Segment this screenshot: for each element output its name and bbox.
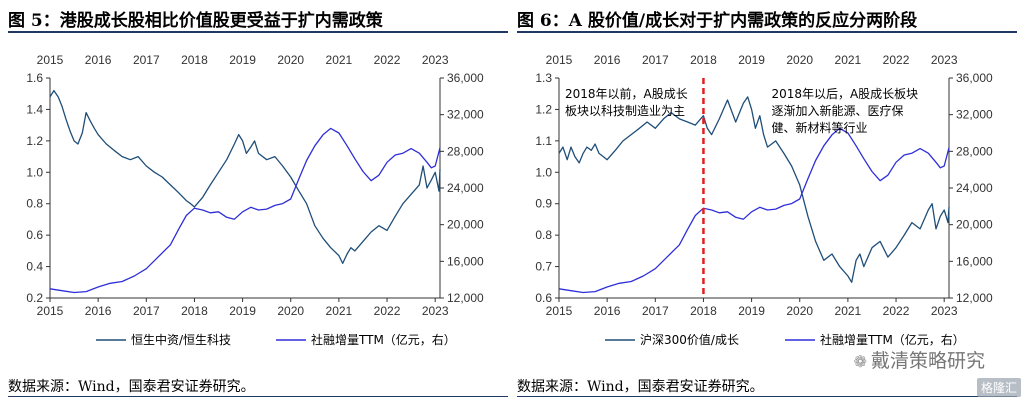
- y-left-tick-label: 0.8: [26, 197, 43, 211]
- x-tick-label: 2022: [883, 304, 910, 318]
- x-tick-label: 2018: [181, 304, 208, 318]
- top-year-label: 2016: [85, 53, 112, 67]
- brand-badge: 格隆汇: [976, 378, 1021, 397]
- top-year-label: 2017: [642, 53, 669, 67]
- top-year-label: 2020: [277, 53, 304, 67]
- top-year-label: 2022: [374, 53, 401, 67]
- annotation-text: 2018年以后，A股成长板块: [771, 87, 918, 101]
- y-right-tick-label: 36,000: [956, 71, 993, 85]
- right-chart-plot: 2015 2015 2016 2016 2017 2017 2018 2018 2019 2019…: [535, 53, 993, 347]
- annotation-text: 逐渐加入新能源、医疗保: [771, 103, 903, 118]
- annotation-text: 健、新材料等行业: [771, 120, 867, 135]
- y-left-tick-label: 1.6: [26, 71, 43, 85]
- right-chart-panel: 图 6：A 股价值/成长对于扩内需政策的反应分两阶段 2015 2015 2016 2…: [517, 0, 1017, 402]
- y-left-tick-label: 0.4: [26, 260, 43, 274]
- x-tick-label: 2021: [326, 304, 353, 318]
- x-tick-label: 2023: [931, 304, 958, 318]
- y-right-tick-label: 28,000: [956, 144, 993, 158]
- top-year-label: 2017: [133, 53, 160, 67]
- x-tick-label: 2018: [690, 304, 717, 318]
- y-left-tick-label: 0.7: [535, 260, 552, 274]
- y-right-tick-label: 32,000: [956, 108, 993, 122]
- y-left-tick-label: 1.3: [535, 71, 552, 85]
- source-note: 数据来源：Wind，国泰君安证券研究。: [517, 379, 764, 395]
- y-right-tick-label: 20,000: [447, 218, 484, 232]
- series-line-2: [558, 127, 950, 294]
- x-tick-label: 2019: [738, 304, 765, 318]
- top-year-label: 2023: [422, 53, 449, 67]
- top-year-label: 2022: [883, 53, 910, 67]
- x-tick-label: 2022: [374, 304, 401, 318]
- y-right-tick-label: 16,000: [447, 254, 484, 268]
- y-right-tick-label: 12,000: [956, 291, 993, 305]
- x-tick-label: 2015: [546, 304, 573, 318]
- title-rule: [8, 31, 508, 33]
- y-right-tick-label: 32,000: [447, 108, 484, 122]
- legend-label-1: 恒生中资/恒生科技: [131, 332, 231, 347]
- y-left-tick-label: 1.2: [535, 102, 552, 116]
- y-right-tick-label: 28,000: [447, 144, 484, 158]
- top-year-label: 2021: [326, 53, 353, 67]
- x-tick-label: 2017: [133, 304, 160, 318]
- y-left-tick-label: 0.6: [535, 291, 552, 305]
- watermark-text: 戴清策略研究: [870, 350, 985, 372]
- top-year-label: 2023: [931, 53, 958, 67]
- x-tick-label: 2023: [422, 304, 449, 318]
- top-year-label: 2019: [229, 53, 256, 67]
- y-left-tick-label: 1.4: [26, 102, 43, 116]
- series-line-1: [558, 96, 950, 283]
- x-tick-label: 2019: [229, 304, 256, 318]
- x-tick-label: 2020: [277, 304, 304, 318]
- legend-label-1: 沪深300价值/成长: [640, 332, 739, 347]
- top-year-label: 2018: [181, 53, 208, 67]
- y-right-tick-label: 12,000: [447, 291, 484, 305]
- y-right-tick-label: 24,000: [447, 181, 484, 195]
- y-left-tick-label: 1.0: [26, 165, 43, 179]
- source-rule: [8, 396, 508, 397]
- chart-title: 图 5：港股成长股相比价值股更受益于扩内需政策: [8, 11, 383, 30]
- y-right-tick-label: 16,000: [956, 254, 993, 268]
- source-rule: [517, 396, 1017, 397]
- x-tick-label: 2015: [37, 304, 64, 318]
- chart-title: 图 6：A 股价值/成长对于扩内需政策的反应分两阶段: [517, 11, 918, 30]
- y-left-tick-label: 0.6: [26, 228, 43, 242]
- x-tick-label: 2021: [835, 304, 862, 318]
- x-tick-label: 2016: [85, 304, 112, 318]
- annotation-text: 2018年以前，A股成长: [565, 86, 688, 101]
- left-chart-plot: 2015 2015 2016 2016 2017 2017 2018 2018 2019 2019…: [26, 53, 484, 347]
- left-chart-panel: 图 5：港股成长股相比价值股更受益于扩内需政策 2015 2015 2016 2016…: [8, 0, 508, 402]
- annotation-text: 板块以科技制造业为主: [565, 104, 685, 118]
- legend-label-2: 社融增量TTM（亿元，右）: [311, 332, 456, 347]
- x-tick-label: 2016: [594, 304, 621, 318]
- top-year-label: 2015: [546, 53, 573, 67]
- y-left-tick-label: 0.8: [535, 228, 552, 242]
- x-tick-label: 2017: [642, 304, 669, 318]
- legend-label-2: 社融增量TTM（亿元，右）: [820, 332, 965, 347]
- y-left-tick-label: 1.1: [535, 134, 552, 148]
- y-right-tick-label: 24,000: [956, 181, 993, 195]
- top-year-label: 2019: [738, 53, 765, 67]
- source-note: 数据来源：Wind，国泰君安证券研究。: [8, 379, 255, 395]
- series-line-1: [49, 89, 441, 265]
- top-year-label: 2016: [594, 53, 621, 67]
- y-left-tick-label: 0.9: [535, 197, 552, 211]
- watermark: ❁ 戴清策略研究: [854, 346, 985, 373]
- y-left-tick-label: 0.2: [26, 291, 43, 305]
- y-right-tick-label: 20,000: [956, 218, 993, 232]
- top-year-label: 2018: [690, 53, 717, 67]
- y-left-tick-label: 1.0: [535, 165, 552, 179]
- x-tick-label: 2020: [786, 304, 813, 318]
- top-year-label: 2021: [835, 53, 862, 67]
- title-rule: [517, 31, 1017, 33]
- y-right-tick-label: 36,000: [447, 71, 484, 85]
- top-year-label: 2020: [786, 53, 813, 67]
- series-line-2: [49, 127, 441, 294]
- y-left-tick-label: 1.2: [26, 134, 43, 148]
- wechat-icon: ❁: [853, 352, 867, 371]
- top-year-label: 2015: [37, 53, 64, 67]
